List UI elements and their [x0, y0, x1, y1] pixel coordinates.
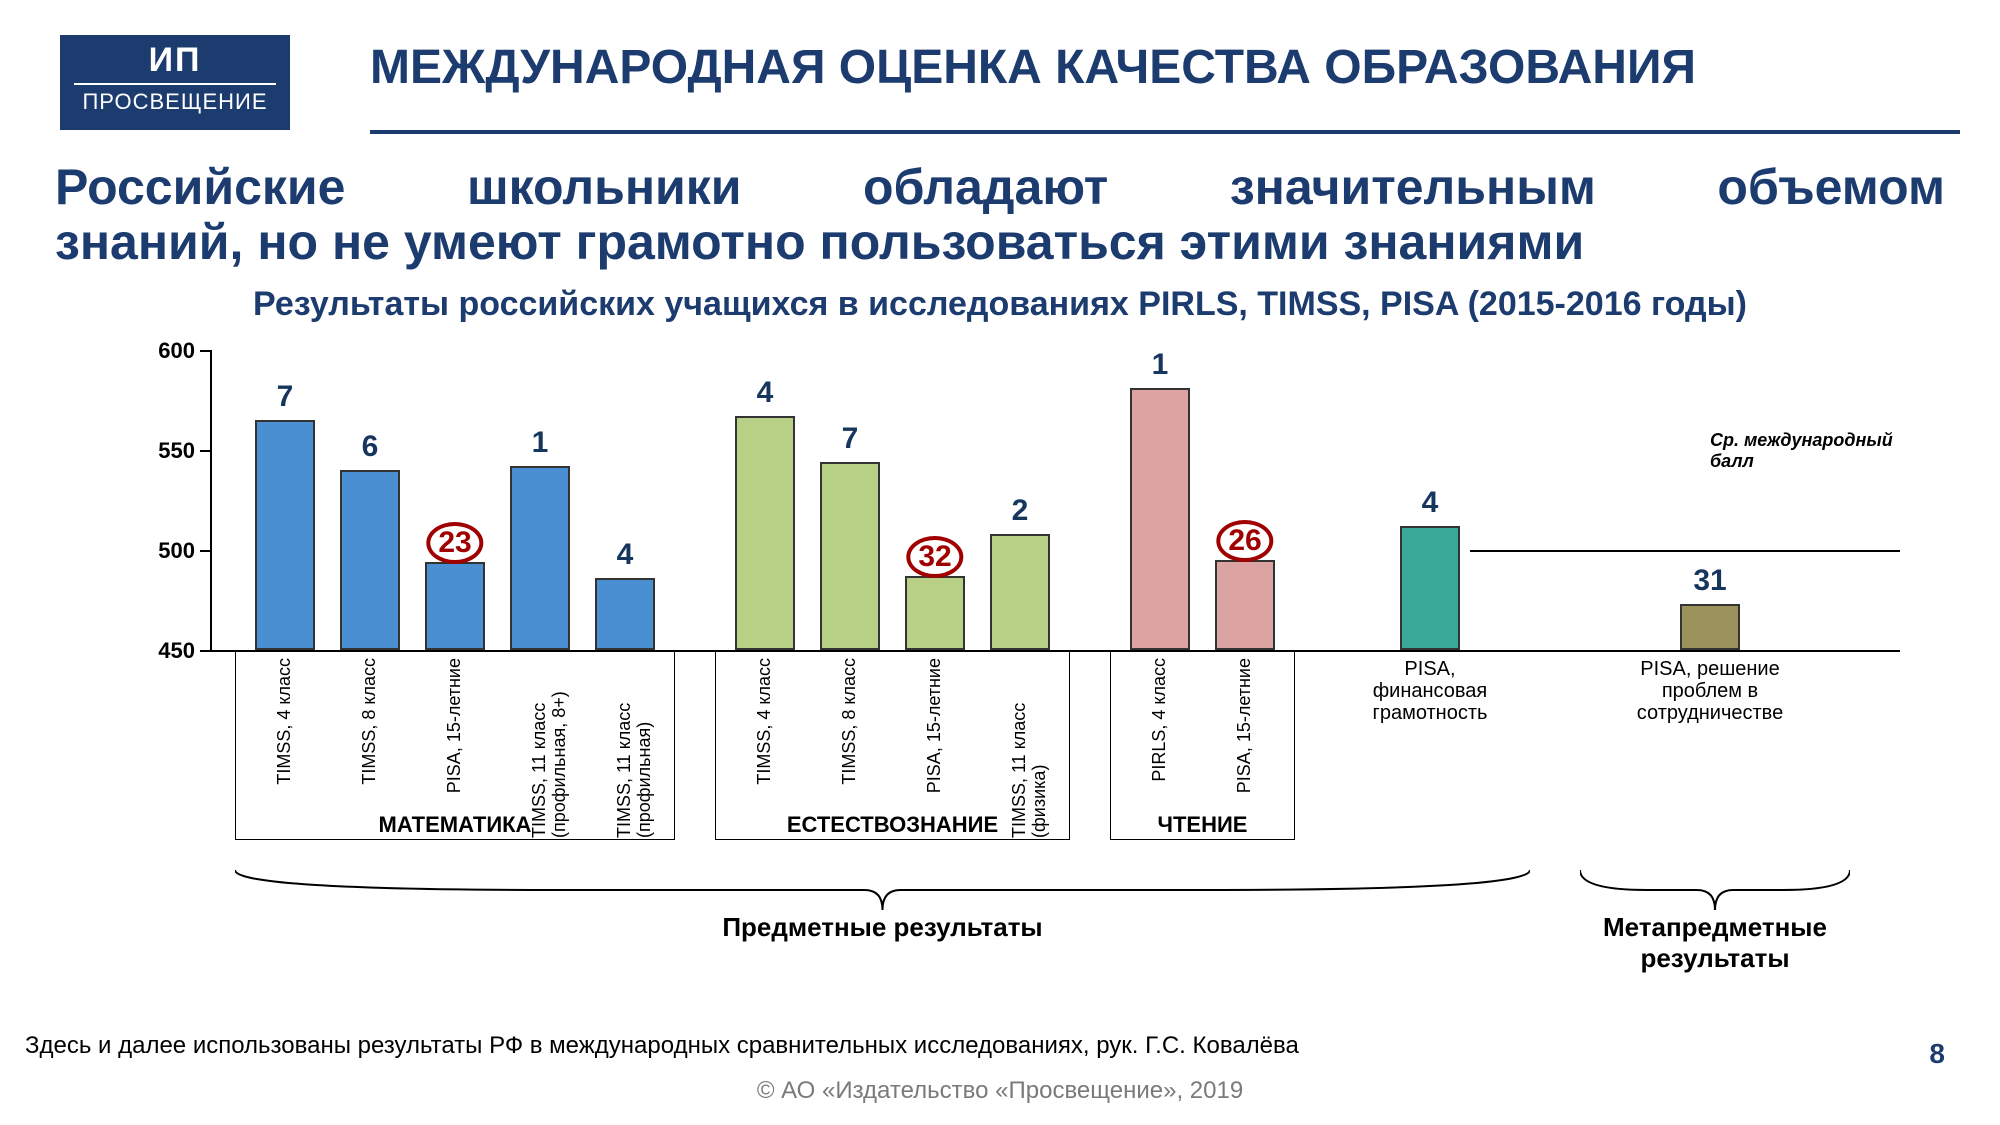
group-label: ЕСТЕСТВОЗНАНИЕ [715, 812, 1070, 838]
bar [1215, 560, 1275, 650]
bar-rank: 32 [906, 536, 963, 578]
copyright: © АО «Издательство «Просвещение», 2019 [0, 1077, 2000, 1105]
group-label: МАТЕМАТИКА [235, 812, 675, 838]
slide-title: МЕЖДУНАРОДНАЯ ОЦЕНКА КАЧЕСТВА ОБРАЗОВАНИ… [370, 40, 1940, 95]
bar-rank: 7 [842, 422, 859, 456]
brace-icon [1580, 870, 1850, 910]
bar-rank: 4 [617, 538, 634, 572]
ytick-label: 500 [135, 538, 195, 564]
bar-rank: 23 [426, 522, 483, 564]
bar-rank: 7 [277, 380, 294, 414]
ytick-label: 550 [135, 438, 195, 464]
bar [990, 534, 1050, 650]
group-label: ЧТЕНИЕ [1110, 812, 1295, 838]
bar [1680, 604, 1740, 650]
intl-avg-label: Ср. международный балл [1710, 430, 1900, 472]
chart: 45050055060076231447322126431Ср. междуна… [130, 350, 1900, 910]
bar [1130, 388, 1190, 650]
bar [595, 578, 655, 650]
bar [905, 576, 965, 650]
ytick-label: 450 [135, 638, 195, 664]
bar-rank: 1 [1152, 348, 1169, 382]
page-number: 8 [1929, 1038, 1945, 1070]
bar-xlabel: PISA, решение проблем в сотрудничестве [1630, 658, 1790, 724]
subtitle-line2: знаний, но не умеют грамотно пользоватьс… [55, 215, 1945, 270]
subtitle-line1: Российские школьники обладают значительн… [55, 159, 1945, 215]
bar-rank: 4 [757, 376, 774, 410]
bar-rank: 31 [1693, 564, 1726, 598]
logo: ИП ПРОСВЕЩЕНИЕ [60, 35, 290, 130]
bar-rank: 6 [362, 430, 379, 464]
logo-icon: ИП [60, 35, 290, 77]
bar [510, 466, 570, 650]
brace-icon [235, 870, 1530, 910]
brace-label: Метапредметные результаты [1580, 912, 1850, 974]
subtitle: Российские школьники обладают значительн… [55, 160, 1945, 270]
intl-avg-line [1470, 550, 1900, 552]
ytick-label: 600 [135, 338, 195, 364]
bar-rank: 2 [1012, 494, 1029, 528]
bar [735, 416, 795, 650]
brace-label: Предметные результаты [235, 912, 1530, 943]
bar [425, 562, 485, 650]
title-rule [370, 130, 1960, 134]
bar-rank: 26 [1216, 520, 1273, 562]
footnote: Здесь и далее использованы результаты РФ… [25, 1032, 1299, 1060]
bar [340, 470, 400, 650]
bar [1400, 526, 1460, 650]
bar [255, 420, 315, 650]
bar-xlabel: PISA, финансовая грамотность [1350, 658, 1510, 724]
subtitle-results: Результаты российских учащихся в исследо… [55, 285, 1945, 324]
bar-rank: 1 [532, 426, 549, 460]
logo-brand: ПРОСВЕЩЕНИЕ [74, 83, 276, 123]
bar-rank: 4 [1422, 486, 1439, 520]
bar [820, 462, 880, 650]
